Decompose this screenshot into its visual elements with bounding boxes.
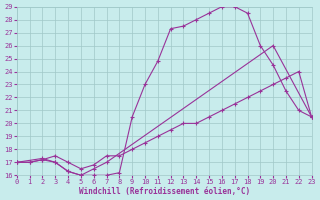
- X-axis label: Windchill (Refroidissement éolien,°C): Windchill (Refroidissement éolien,°C): [79, 187, 250, 196]
